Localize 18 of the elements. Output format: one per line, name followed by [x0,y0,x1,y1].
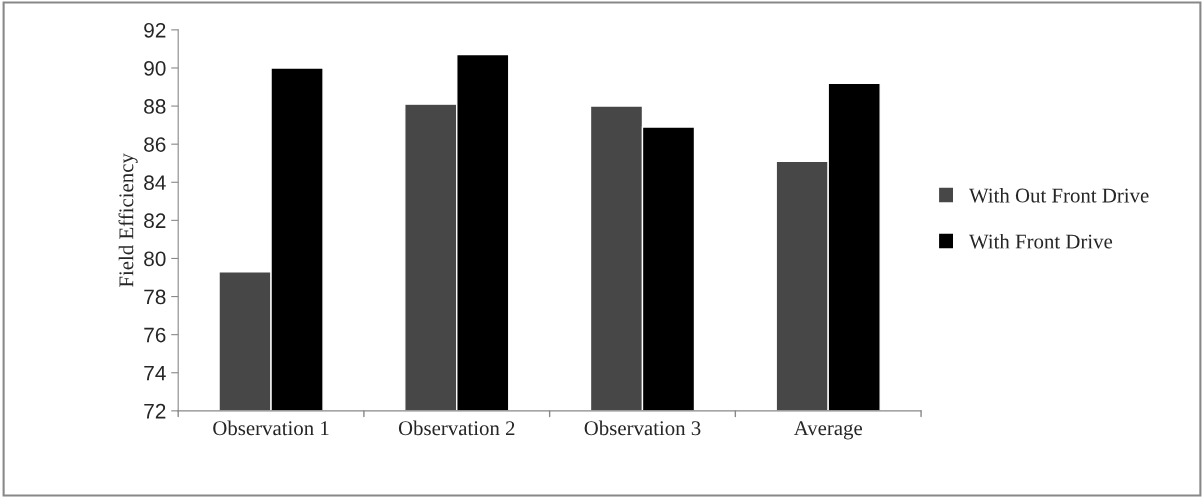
y-tick-label: 92 [144,22,166,38]
y-tick-label: 72 [144,403,166,419]
x-tick-label: Observation 1 [213,420,329,436]
x-tick-label: Observation 2 [398,420,515,436]
y-tick-label: 84 [144,175,166,191]
legend-label: With Front Drive [969,233,1113,249]
y-tick-label: 76 [144,327,166,343]
x-tick-label: Observation 3 [584,420,701,436]
x-tick-label: Average [793,421,862,440]
y-tick-label: 86 [144,137,166,152]
y-axis-title: Field Efficiency [118,153,138,287]
y-tick-label: 80 [144,251,166,267]
legend-label: With Out Front Drive [969,187,1149,203]
y-tick-label: 82 [144,213,166,229]
y-tick-label: 78 [144,289,166,305]
y-tick-label: 74 [144,365,166,381]
y-tick-label: 90 [144,60,166,76]
y-tick-label: 88 [144,99,166,114]
